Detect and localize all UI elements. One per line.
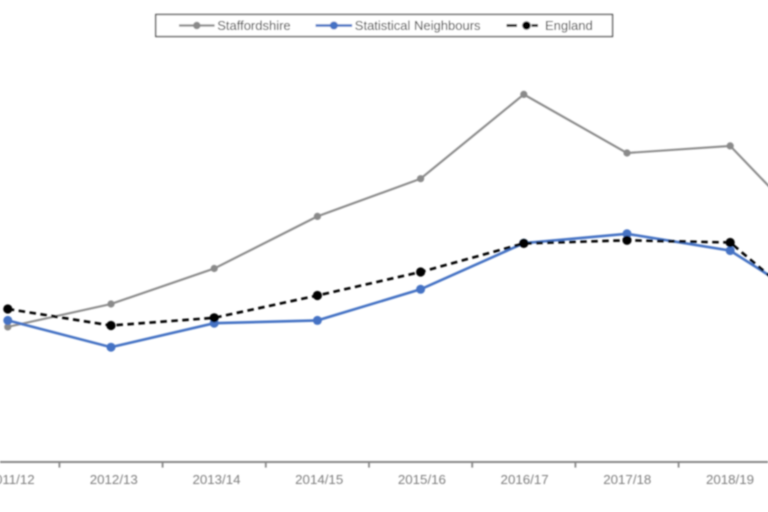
svg-text:2012/13: 2012/13 bbox=[90, 472, 138, 487]
svg-text:2013/14: 2013/14 bbox=[192, 472, 240, 487]
svg-text:Staffordshire: Staffordshire bbox=[217, 18, 290, 33]
svg-text:2016/17: 2016/17 bbox=[501, 472, 549, 487]
svg-text:2011/12: 2011/12 bbox=[0, 472, 35, 487]
svg-text:England: England bbox=[545, 18, 593, 33]
svg-text:2017/18: 2017/18 bbox=[603, 472, 651, 487]
svg-text:2014/15: 2014/15 bbox=[295, 472, 343, 487]
svg-text:2018/19: 2018/19 bbox=[706, 472, 754, 487]
svg-text:2015/16: 2015/16 bbox=[398, 472, 446, 487]
svg-text:Statistical Neighbours: Statistical Neighbours bbox=[355, 18, 481, 33]
